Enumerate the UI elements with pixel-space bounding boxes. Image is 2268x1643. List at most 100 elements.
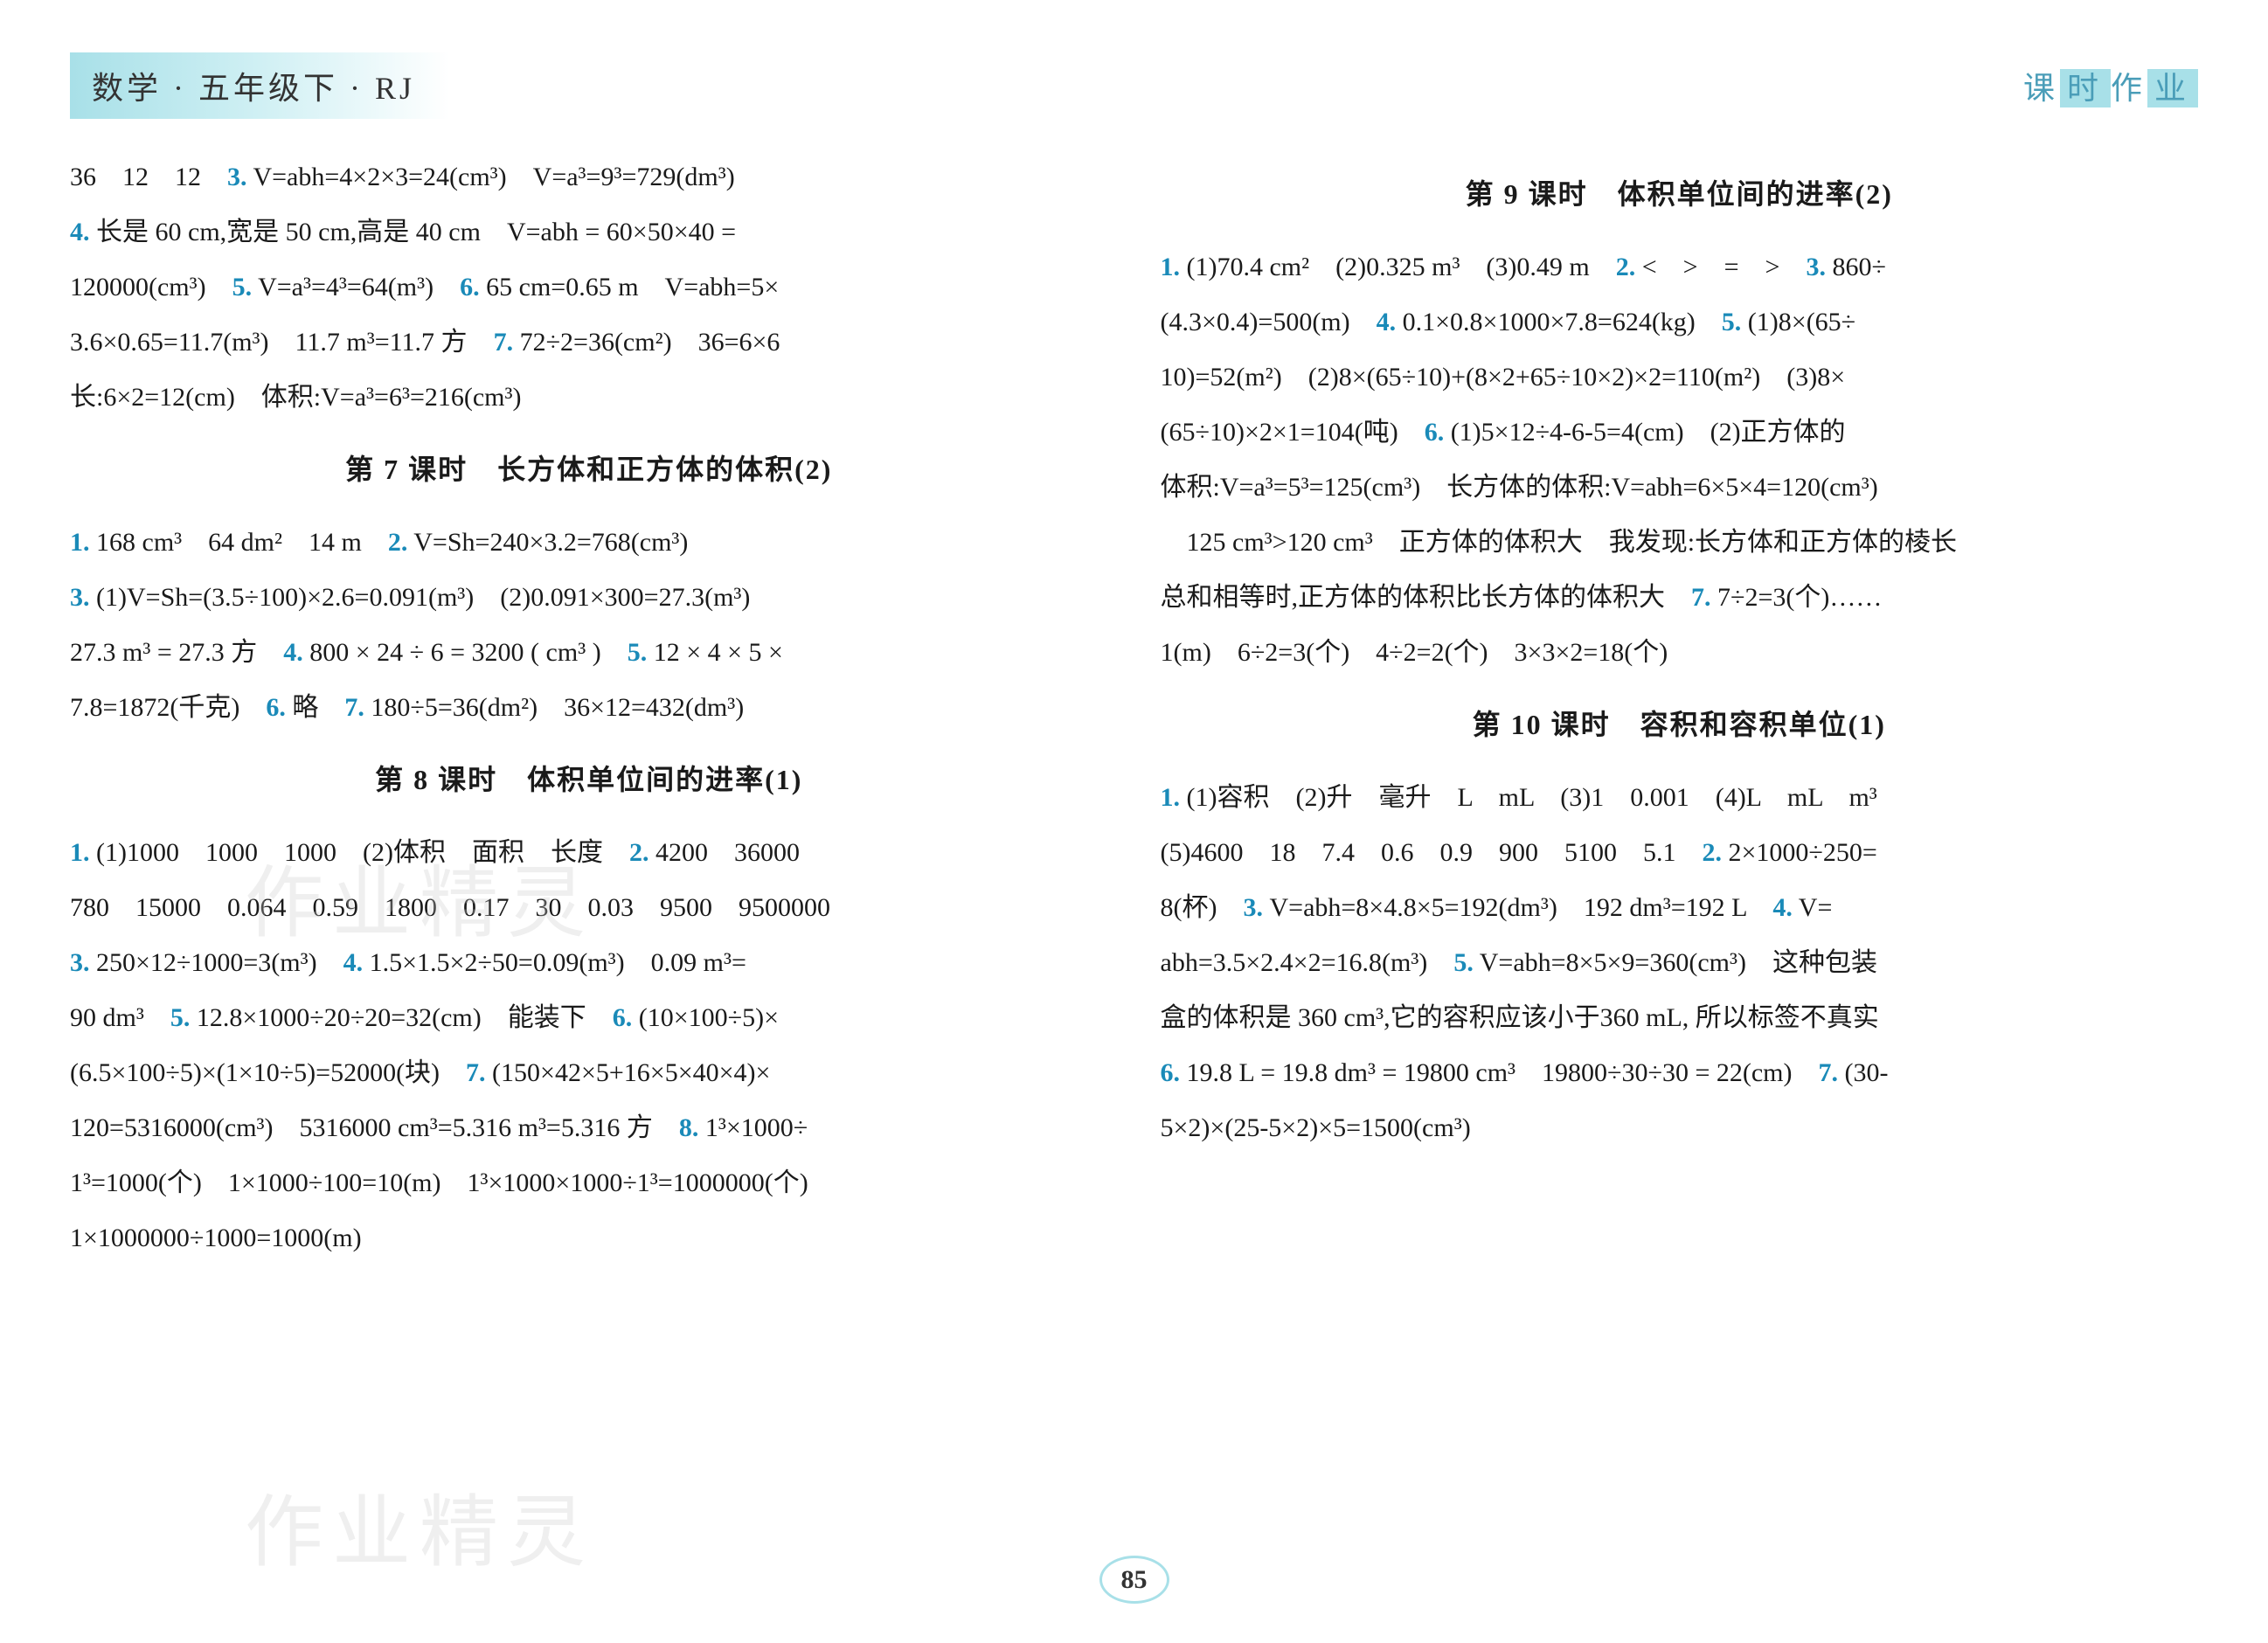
right-column: 第 9 课时 体积单位间的进率(2) 1. (1)70.4 cm² (2)0.3… (1161, 149, 2199, 1265)
question-number: 2. (1616, 253, 1636, 281)
text: 12.8×1000÷20÷20=32(cm) 能装下 (190, 1003, 612, 1032)
question-number: 4. (70, 218, 90, 246)
text: V= (1793, 893, 1833, 922)
header-title: 课时作业 (2023, 63, 2198, 108)
question-number: 1. (70, 528, 90, 557)
header-subject: 数学 · 五年级下 · RJ (70, 52, 450, 119)
text: (150×42×5+16×5×40×4)× (486, 1058, 771, 1087)
text: 2×1000÷250= (1722, 838, 1877, 867)
text: (1)V=Sh=(3.5÷100)×2.6=0.091(m³) (2)0.091… (90, 583, 751, 612)
text-line: 120000(cm³) 5. V=a³=4³=64(m³) 6. 65 cm=0… (70, 260, 1108, 315)
section-title-7: 第 7 课时 长方体和正方体的体积(2) (70, 440, 1108, 499)
text: 8(杯) (1161, 893, 1244, 922)
text: 3.6×0.65=11.7(m³) 11.7 m³=11.7 方 (70, 328, 494, 357)
text-line: 7.8=1872(千克) 6. 略 7. 180÷5=36(dm²) 36×12… (70, 680, 1108, 735)
question-number: 6. (1161, 1058, 1181, 1087)
question-number: 7. (1691, 583, 1711, 612)
question-number: 5. (628, 638, 648, 667)
text: V=a³=4³=64(m³) (252, 273, 460, 302)
question-number: 4. (1377, 308, 1397, 336)
text: 7÷2=3(个)…… (1711, 583, 1883, 612)
text: 7.8=1872(千克) (70, 693, 266, 722)
header-char1: 课 (2023, 71, 2060, 106)
question-number: 4. (283, 638, 303, 667)
question-number: 4. (343, 948, 364, 977)
question-number: 6. (1425, 418, 1445, 447)
question-number: 5. (1722, 308, 1742, 336)
question-number: 6. (266, 693, 286, 722)
text: 长是 60 cm,宽是 50 cm,高是 40 cm V=abh = 60×50… (90, 218, 737, 246)
text-line: 1. 168 cm³ 64 dm² 14 m 2. V=Sh=240×3.2=7… (70, 515, 1108, 570)
text: 120=5316000(cm³) 5316000 cm³=5.316 m³=5.… (70, 1113, 679, 1142)
text-line: 780 15000 0.064 0.59 1800 0.17 30 0.03 9… (70, 880, 1108, 935)
text: V=abh=8×4.8×5=192(dm³) 192 dm³=192 L (1263, 893, 1772, 922)
header-char2: 时 (2060, 69, 2111, 107)
text-line: 长:6×2=12(cm) 体积:V=a³=6³=216(cm³) (70, 370, 1108, 425)
text: 略 (286, 693, 345, 722)
text-line: abh=3.5×2.4×2=16.8(m³) 5. V=abh=8×5×9=36… (1161, 935, 2199, 990)
text: 65 cm=0.65 m V=abh=5× (480, 273, 780, 302)
question-number: 5. (1453, 948, 1474, 977)
question-number: 4. (1772, 893, 1793, 922)
question-number: 1. (1161, 253, 1181, 281)
text: 1³×1000÷ (698, 1113, 808, 1142)
question-number: 3. (70, 948, 90, 977)
text-line: 125 cm³>120 cm³ 正方体的体积大 我发现:长方体和正方体的棱长 (1161, 515, 2199, 570)
text-line: 6. 19.8 L = 19.8 dm³ = 19800 cm³ 19800÷3… (1161, 1045, 2199, 1100)
text: 1.5×1.5×2÷50=0.09(m³) 0.09 m³= (363, 948, 746, 977)
text: 0.1×0.8×1000×7.8=624(kg) (1396, 308, 1722, 336)
left-column: 36 12 12 3. V=abh=4×2×3=24(cm³) V=a³=9³=… (70, 149, 1108, 1265)
text-line: (65÷10)×2×1=104(吨) 6. (1)5×12÷4-6-5=4(cm… (1161, 405, 2199, 460)
text: (1)5×12÷4-6-5=4(cm) (2)正方体的 (1444, 418, 1845, 447)
text: 90 dm³ (70, 1003, 170, 1032)
text-line: 90 dm³ 5. 12.8×1000÷20÷20=32(cm) 能装下 6. … (70, 990, 1108, 1045)
question-number: 7. (1819, 1058, 1839, 1087)
question-number: 3. (1243, 893, 1263, 922)
text-line: 1. (1)容积 (2)升 毫升 L mL (3)1 0.001 (4)L mL… (1161, 770, 2199, 825)
text: 120000(cm³) (70, 273, 232, 302)
text-line: (6.5×100÷5)×(1×10÷5)=52000(块) 7. (150×42… (70, 1045, 1108, 1100)
text: (1)1000 1000 1000 (2)体积 面积 长度 (90, 838, 629, 867)
question-number: 8. (679, 1113, 699, 1142)
text: (6.5×100÷5)×(1×10÷5)=52000(块) (70, 1058, 466, 1087)
text-line: 1(m) 6÷2=3(个) 4÷2=2(个) 3×3×2=18(个) (1161, 625, 2199, 680)
text-line: 体积:V=a³=5³=125(cm³) 长方体的体积:V=abh=6×5×4=1… (1161, 460, 2199, 515)
text: 4200 36000 (648, 838, 800, 867)
question-number: 5. (232, 273, 253, 302)
text-line: 总和相等时,正方体的体积比长方体的体积大 7. 7÷2=3(个)…… (1161, 570, 2199, 625)
question-number: 6. (460, 273, 480, 302)
text-line: 36 12 12 3. V=abh=4×2×3=24(cm³) V=a³=9³=… (70, 149, 1108, 205)
question-number: 1. (70, 838, 90, 867)
text-line: (5)4600 18 7.4 0.6 0.9 900 5100 5.1 2. 2… (1161, 825, 2199, 880)
text: (30- (1838, 1058, 1888, 1087)
text: 250×12÷1000=3(m³) (90, 948, 343, 977)
text-line: 4. 长是 60 cm,宽是 50 cm,高是 40 cm V=abh = 60… (70, 205, 1108, 260)
text: (1)容积 (2)升 毫升 L mL (3)1 0.001 (4)L mL m³ (1180, 783, 1877, 812)
text-line: 1×1000000÷1000=1000(m) (70, 1210, 1108, 1265)
text: 12 × 4 × 5 × (647, 638, 783, 667)
text: abh=3.5×2.4×2=16.8(m³) (1161, 948, 1454, 977)
question-number: 6. (613, 1003, 633, 1032)
text-line: 120=5316000(cm³) 5316000 cm³=5.316 m³=5.… (70, 1100, 1108, 1155)
question-number: 3. (1806, 253, 1826, 281)
text-line: 1³=1000(个) 1×1000÷100=10(m) 1³×1000×1000… (70, 1155, 1108, 1210)
page-header: 数学 · 五年级下 · RJ 课时作业 (70, 52, 2198, 119)
question-number: 5. (170, 1003, 191, 1032)
text: (1)8×(65÷ (1741, 308, 1855, 336)
text: (1)70.4 cm² (2)0.325 m³ (3)0.49 m (1180, 253, 1616, 281)
question-number: 2. (388, 528, 408, 557)
text: 168 cm³ 64 dm² 14 m (90, 528, 388, 557)
section-title-9: 第 9 课时 体积单位间的进率(2) (1161, 165, 2199, 224)
text: 800 × 24 ÷ 6 = 3200 ( cm³ ) (303, 638, 628, 667)
section-title-8: 第 8 课时 体积单位间的进率(1) (70, 751, 1108, 809)
text-line: 8(杯) 3. V=abh=8×4.8×5=192(dm³) 192 dm³=1… (1161, 880, 2199, 935)
header-char3: 作 (2111, 71, 2147, 106)
section-title-10: 第 10 课时 容积和容积单位(1) (1161, 696, 2199, 754)
question-number: 2. (629, 838, 649, 867)
text: < > = > (1635, 253, 1806, 281)
text: 总和相等时,正方体的体积比长方体的体积大 (1161, 583, 1692, 612)
text-line: 5×2)×(25-5×2)×5=1500(cm³) (1161, 1100, 2199, 1155)
content-area: 36 12 12 3. V=abh=4×2×3=24(cm³) V=a³=9³=… (70, 149, 2198, 1265)
text: V=Sh=240×3.2=768(cm³) (407, 528, 688, 557)
question-number: 7. (494, 328, 514, 357)
